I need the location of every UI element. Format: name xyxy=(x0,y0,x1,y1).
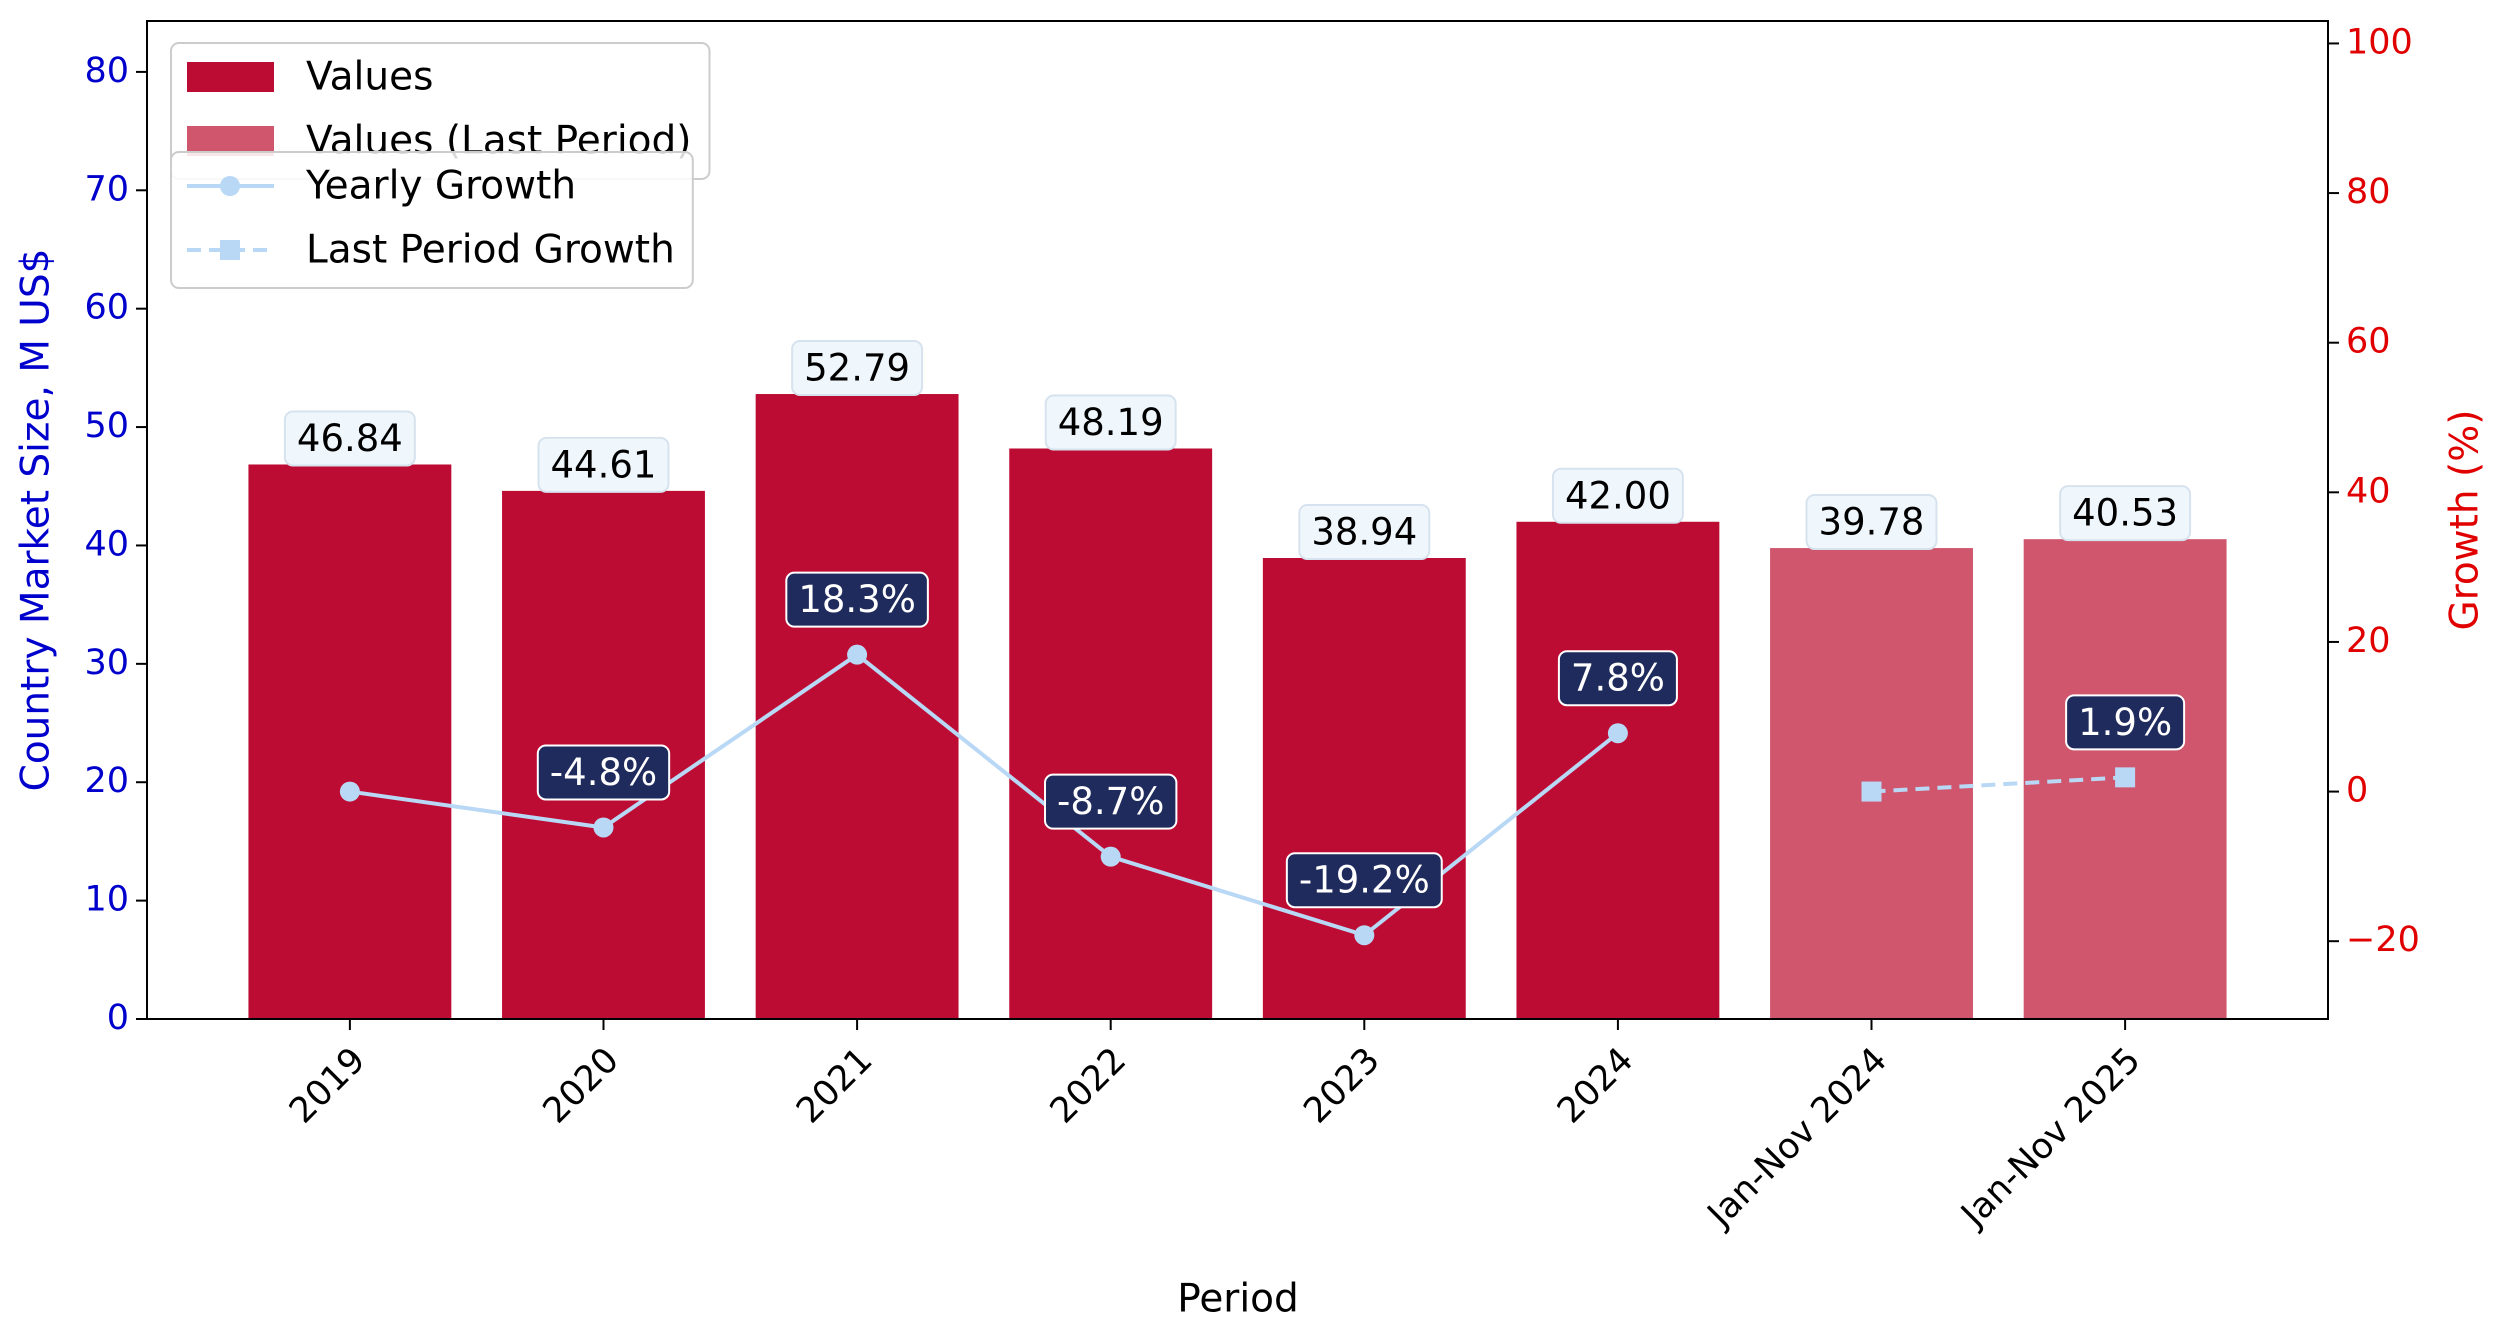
bar-label-text: 44.61 xyxy=(551,443,657,486)
legend-marker xyxy=(220,176,240,196)
x-tick-label: 2020 xyxy=(536,1040,627,1131)
x-tick-label: 2023 xyxy=(1296,1040,1387,1131)
y2-tick-label: 40 xyxy=(2346,471,2391,511)
x-tick-label: 2024 xyxy=(1550,1040,1641,1131)
bar-label: 40.53 xyxy=(2059,485,2192,542)
y-tick-label: 10 xyxy=(84,880,129,920)
legend-label: Last Period Growth xyxy=(306,228,675,273)
growth-label: 18.3% xyxy=(785,571,929,628)
line xyxy=(1871,775,2126,794)
bar-label-text: 39.78 xyxy=(1819,501,1925,544)
bar-label-box xyxy=(1044,394,1177,451)
bar-label-text: 40.53 xyxy=(2072,492,2178,535)
y2-tick-label: 0 xyxy=(2346,771,2368,811)
bar-label: 39.78 xyxy=(1805,494,1938,551)
y-tick-label: 50 xyxy=(84,406,129,446)
growth-label-box xyxy=(785,571,929,628)
growth-label-box xyxy=(1044,773,1178,830)
growth-label-text: -19.2% xyxy=(1299,859,1430,902)
growth-label: -4.8% xyxy=(536,744,671,801)
y2-tick-label: 80 xyxy=(2346,172,2391,212)
bar-label: 52.79 xyxy=(791,340,924,397)
growth-label-text: -8.7% xyxy=(1057,780,1164,823)
marker xyxy=(1354,925,1375,946)
bar-label: 38.94 xyxy=(1298,504,1431,561)
bar xyxy=(1516,521,1720,1019)
bar-label-text: 38.94 xyxy=(1311,511,1417,554)
x-tick-label: Jan-Nov 2024 xyxy=(1699,1040,1895,1236)
legend-marker xyxy=(220,240,240,260)
growth-label: 7.8% xyxy=(1557,650,1678,707)
x-tick-label: 2022 xyxy=(1043,1040,1134,1131)
growth-label-box xyxy=(1557,650,1678,707)
bar-label-box xyxy=(283,410,416,467)
bar xyxy=(248,464,452,1019)
bar-label-box xyxy=(1298,504,1431,561)
marker xyxy=(2115,767,2136,788)
y-tick-label: 0 xyxy=(107,998,129,1038)
bar xyxy=(755,394,959,1020)
y2-tick-label: 20 xyxy=(2346,621,2391,661)
y-tick-label: 30 xyxy=(84,643,129,683)
y-tick-label: 40 xyxy=(84,524,129,564)
growth-label-box xyxy=(2065,694,2186,751)
y2-tick-label: 100 xyxy=(2346,22,2413,62)
bar-label-text: 42.00 xyxy=(1565,474,1671,517)
bar-label: 48.19 xyxy=(1044,394,1177,451)
marker xyxy=(1607,723,1628,744)
marker xyxy=(1100,846,1121,867)
bar-label-box xyxy=(537,436,670,493)
growth-label-box xyxy=(1285,852,1443,909)
growth-label-box xyxy=(536,744,671,801)
bar-label-text: 52.79 xyxy=(804,347,910,390)
marker xyxy=(1861,781,1882,802)
bar-label: 44.61 xyxy=(537,436,670,493)
y-tick-label: 20 xyxy=(84,761,129,801)
x-axis-label: Period xyxy=(1177,1277,1299,1322)
y-axis-label: Country Market Size, M US$ xyxy=(14,249,59,792)
bar-label-text: 48.19 xyxy=(1058,401,1164,444)
x-tick-label: 2019 xyxy=(282,1040,373,1131)
growth-label-text: 7.8% xyxy=(1571,657,1665,700)
y2-tick-label: −20 xyxy=(2346,920,2420,960)
y2-tick-label: 60 xyxy=(2346,322,2391,362)
legend-box xyxy=(170,151,694,289)
marker xyxy=(339,781,360,802)
bar-label-box xyxy=(2059,485,2192,542)
y-tick-label: 80 xyxy=(84,51,129,91)
plot-frame xyxy=(146,20,2329,1020)
x-tick-label: 2021 xyxy=(789,1040,880,1131)
legend-label: Yearly Growth xyxy=(305,164,576,209)
y2-axis-label: Growth (%) xyxy=(2443,409,2488,630)
bar-label-box xyxy=(791,340,924,397)
marker xyxy=(593,817,614,838)
bar xyxy=(1009,448,1213,1020)
bar-label-text: 46.84 xyxy=(297,417,403,460)
bar-label-box xyxy=(1551,467,1684,524)
bar-label: 46.84 xyxy=(283,410,416,467)
growth-label: -8.7% xyxy=(1044,773,1178,830)
growth-label-text: -4.8% xyxy=(550,751,657,794)
bar-label: 42.00 xyxy=(1551,467,1684,524)
x-tick-label: Jan-Nov 2025 xyxy=(1953,1040,2149,1236)
legend-label: Values xyxy=(306,55,433,100)
growth-label: -19.2% xyxy=(1285,852,1443,909)
bar xyxy=(1262,558,1466,1019)
growth-label-text: 1.9% xyxy=(2078,701,2172,744)
growth-label-text: 18.3% xyxy=(798,578,916,621)
bar-label-box xyxy=(1805,494,1938,551)
legend-swatch xyxy=(187,62,274,92)
y-tick-label: 70 xyxy=(84,169,129,209)
marker xyxy=(847,644,868,665)
y-tick-label: 60 xyxy=(84,288,129,328)
growth-label: 1.9% xyxy=(2065,694,2186,751)
